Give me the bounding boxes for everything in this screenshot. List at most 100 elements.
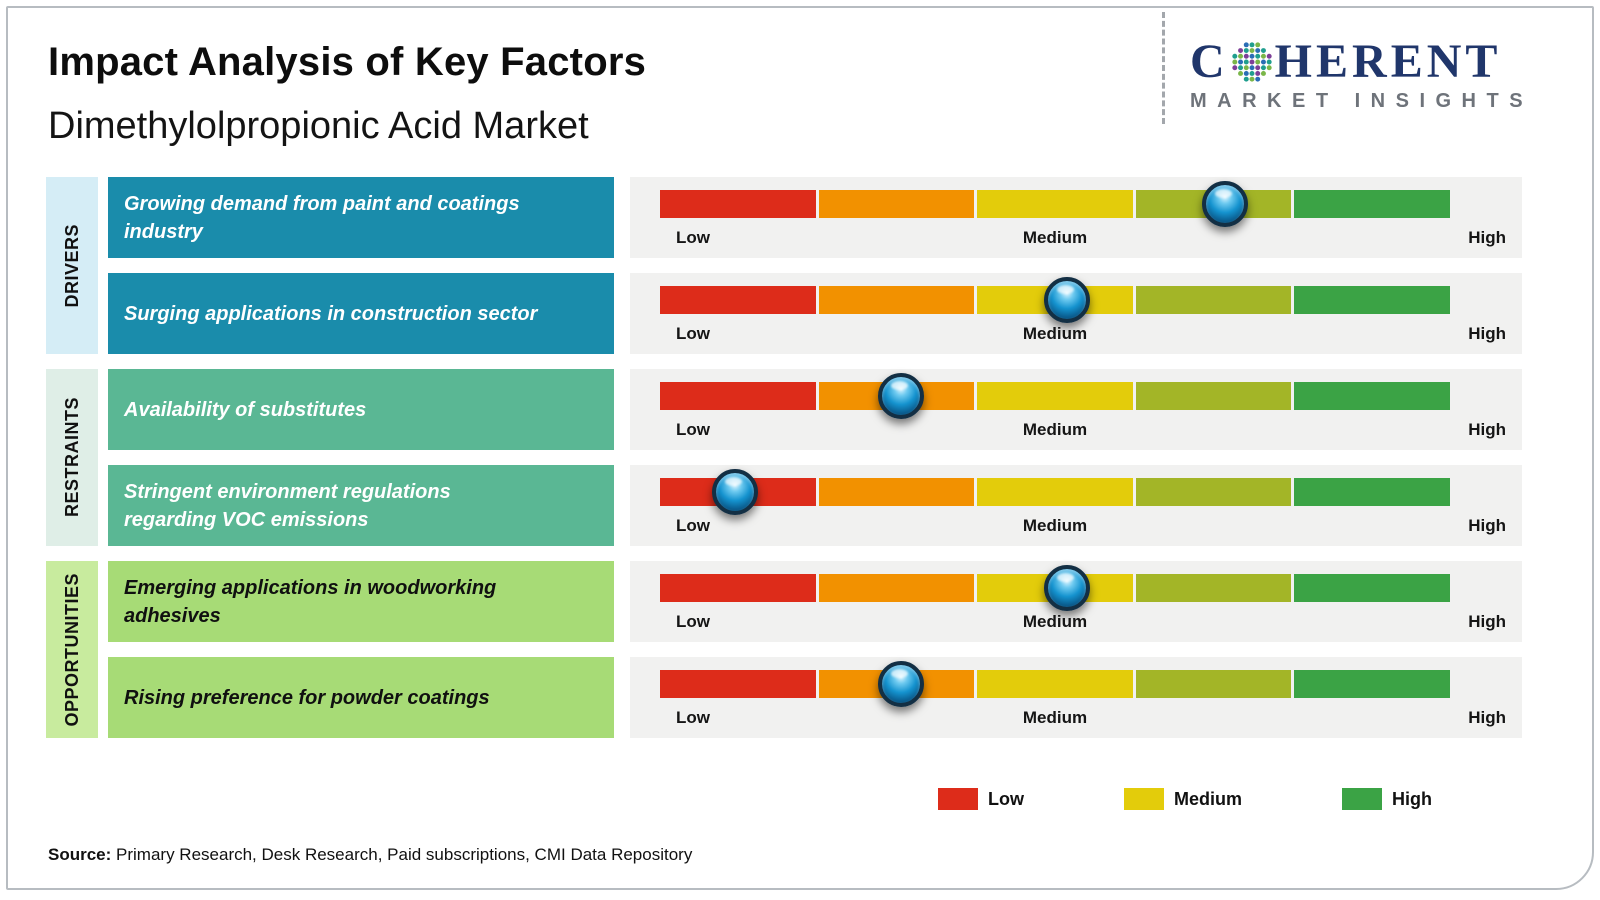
bar-segment-low-mid [818, 190, 975, 218]
impact-track: Low Medium High [630, 465, 1522, 546]
impact-bar [660, 277, 1450, 323]
logo-brand-prefix: C [1190, 35, 1229, 88]
bar-segment-high [1294, 382, 1450, 410]
factor-text: Growing demand from paint and coatings i… [124, 192, 520, 243]
factor-text: Emerging applications in woodworking adh… [124, 576, 497, 627]
bar-segment-low [660, 574, 816, 602]
bar-segment-mid-high [1135, 670, 1292, 698]
scale-labels: Low Medium High [660, 324, 1506, 346]
dotted-globe-icon [1232, 42, 1272, 82]
scale-low-label: Low [676, 324, 710, 343]
group-label: DRIVERS [61, 223, 82, 308]
group-drivers: DRIVERS Growing demand from paint and co… [46, 177, 1522, 354]
impact-track: Low Medium High [630, 657, 1522, 738]
scale-labels: Low Medium High [660, 516, 1506, 538]
coherent-market-insights-logo: C HERENT MARKET INSIGHTS [1190, 38, 1570, 113]
bar-segment-medium [977, 670, 1133, 698]
factor-text: Surging applications in construction sec… [124, 302, 538, 325]
legend: Low Medium High [938, 788, 1432, 810]
group-label: RESTRAINTS [61, 397, 82, 518]
legend-label-high: High [1392, 788, 1433, 809]
bar-segment-high [1294, 670, 1450, 698]
impact-track: Low Medium High [630, 273, 1522, 354]
scale-medium-label: Medium [1022, 228, 1088, 247]
scale-high-label: High [1468, 516, 1506, 535]
header-dashed-divider [1162, 12, 1165, 124]
impact-row: Growing demand from paint and coatings i… [108, 177, 1522, 258]
impact-bar [660, 373, 1450, 419]
factor-text: Availability of substitutes [124, 398, 367, 421]
source-line: Source: Primary Research, Desk Research,… [48, 845, 692, 865]
impact-row: Surging applications in construction sec… [108, 273, 1522, 354]
group-restraints: RESTRAINTS Availability of substitutes [46, 369, 1522, 546]
factor-label: Availability of substitutes [108, 369, 614, 450]
impact-track: Low Medium High [630, 561, 1522, 642]
impact-marker [712, 469, 758, 515]
bar-segment-low [660, 382, 816, 410]
legend-item-high: High [1342, 788, 1432, 810]
scale-high-label: High [1468, 420, 1506, 439]
bar-segment-high [1294, 286, 1450, 314]
legend-swatch-low [938, 788, 978, 810]
impact-row: Rising preference for powder coatings [108, 657, 1522, 738]
factor-label: Surging applications in construction sec… [108, 273, 614, 354]
bar-segment-mid-high [1135, 574, 1292, 602]
legend-swatch-medium [1124, 788, 1164, 810]
legend-item-medium: Medium [1124, 788, 1242, 810]
bar-segment-low [660, 190, 816, 218]
impact-track: Low Medium High [630, 177, 1522, 258]
logo-tagline: MARKET INSIGHTS [1190, 90, 1534, 112]
scale-low-label: Low [676, 228, 710, 247]
impact-bar [660, 661, 1450, 707]
scale-labels: Low Medium High [660, 420, 1506, 442]
group-band-restraints: RESTRAINTS [46, 369, 98, 546]
bar-segment-low-mid [818, 286, 975, 314]
impact-bar [660, 469, 1450, 515]
scale-high-label: High [1468, 708, 1506, 727]
source-text: Primary Research, Desk Research, Paid su… [111, 845, 693, 864]
logo-brand-suffix: HERENT [1274, 35, 1502, 88]
scale-labels: Low Medium High [660, 612, 1506, 634]
impact-row: Emerging applications in woodworking adh… [108, 561, 1522, 642]
scale-medium-label: Medium [1022, 612, 1088, 631]
legend-item-low: Low [938, 788, 1024, 810]
scale-low-label: Low [676, 708, 710, 727]
scale-low-label: Low [676, 420, 710, 439]
factor-label: Rising preference for powder coatings [108, 657, 614, 738]
scale-medium-label: Medium [1022, 420, 1088, 439]
logo-brand: C HERENT [1190, 38, 1570, 86]
impact-track: Low Medium High [630, 369, 1522, 450]
bar-segment-low-mid [818, 574, 975, 602]
bar-segment-high [1294, 190, 1450, 218]
impact-marker [877, 373, 924, 419]
bar-segment-low-mid [818, 478, 975, 506]
bar-segment-medium [977, 382, 1133, 410]
impact-marker [1043, 277, 1090, 323]
group-label: OPPORTUNITIES [61, 572, 82, 727]
scale-medium-label: Medium [1022, 324, 1088, 343]
factor-label: Emerging applications in woodworking adh… [108, 561, 614, 642]
impact-bar [660, 181, 1450, 227]
scale-low-label: Low [676, 516, 710, 535]
impact-marker [877, 661, 924, 707]
bar-segment-medium [977, 478, 1133, 506]
scale-low-label: Low [676, 612, 710, 631]
factor-label: Growing demand from paint and coatings i… [108, 177, 614, 258]
source-label: Source: [48, 845, 112, 864]
page-subtitle: Dimethylolpropionic Acid Market [48, 105, 589, 147]
scale-labels: Low Medium High [660, 708, 1506, 730]
bar-segment-mid-high [1135, 382, 1292, 410]
factor-label: Stringent environment regulations regard… [108, 465, 614, 546]
group-opportunities: OPPORTUNITIES Emerging applications in w… [46, 561, 1522, 738]
scale-medium-label: Medium [1022, 516, 1088, 535]
page-title: Impact Analysis of Key Factors [48, 40, 647, 84]
legend-label-low: Low [988, 788, 1024, 809]
impact-bar [660, 565, 1450, 611]
scale-medium-label: Medium [1022, 708, 1088, 727]
bar-segment-high [1294, 574, 1450, 602]
group-band-opportunities: OPPORTUNITIES [46, 561, 98, 738]
scale-labels: Low Medium High [660, 228, 1506, 250]
bar-segment-high [1294, 478, 1450, 506]
scale-high-label: High [1468, 228, 1506, 247]
